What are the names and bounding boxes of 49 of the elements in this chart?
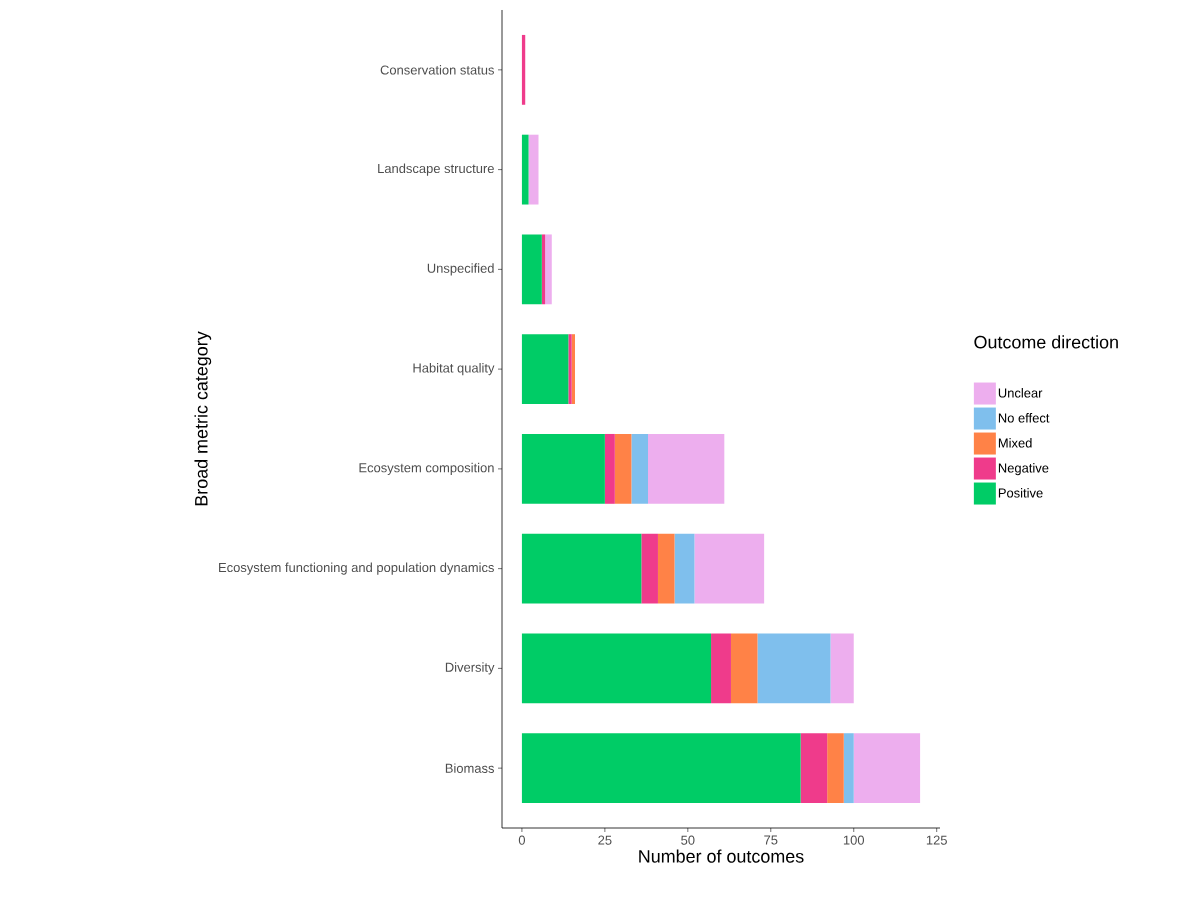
bar <box>853 733 921 804</box>
x-tick-label: 125 <box>926 835 947 845</box>
y-tick-label: Ecosystem composition <box>359 462 494 475</box>
bar <box>521 733 801 804</box>
y-tick-label: Unspecified <box>427 263 494 276</box>
legend-title: Outcome direction <box>974 335 1118 349</box>
bar <box>648 433 725 504</box>
y-tick-label: Ecosystem functioning and population dynamics <box>219 562 494 575</box>
y-tick-label: Biomass <box>445 763 495 773</box>
y-tick-label: Conservation status <box>380 65 494 75</box>
bar <box>521 134 529 205</box>
bar <box>604 433 615 504</box>
bar <box>694 533 765 604</box>
legend-label: Unclear <box>998 388 1043 398</box>
y-tick-label: Diversity <box>445 662 495 675</box>
bar <box>541 234 546 305</box>
bar <box>843 733 854 804</box>
legend-label: Positive <box>998 488 1043 498</box>
bar <box>800 733 828 804</box>
bar <box>521 234 542 305</box>
bar <box>545 234 552 305</box>
bar <box>674 533 695 604</box>
bar <box>711 633 731 704</box>
bar <box>521 334 569 405</box>
x-tick-label: 75 <box>764 835 778 845</box>
bar <box>827 733 844 804</box>
bar <box>757 633 831 704</box>
legend-label: Mixed <box>998 438 1032 448</box>
bar <box>521 34 526 105</box>
y-axis-title: Broad metric category <box>194 331 212 506</box>
bar <box>657 533 675 604</box>
bar <box>521 633 712 704</box>
legend-label: Negative <box>998 463 1049 476</box>
y-tick-label: Habitat quality <box>413 363 495 376</box>
y-tick-label: Landscape structure <box>378 163 494 176</box>
x-tick-label: 25 <box>598 835 612 845</box>
bar <box>641 533 658 604</box>
bar <box>528 134 539 205</box>
bar <box>521 533 642 604</box>
x-axis-title: Number of outcomes <box>639 849 804 863</box>
bar <box>521 433 605 504</box>
x-tick-label: 50 <box>681 835 695 845</box>
bar <box>830 633 854 704</box>
bar <box>730 633 758 704</box>
x-tick-label: 100 <box>843 835 865 845</box>
bar <box>631 433 648 504</box>
x-tick-label: 0 <box>518 835 526 845</box>
legend-label: No effect <box>998 413 1050 423</box>
bar <box>614 433 632 504</box>
